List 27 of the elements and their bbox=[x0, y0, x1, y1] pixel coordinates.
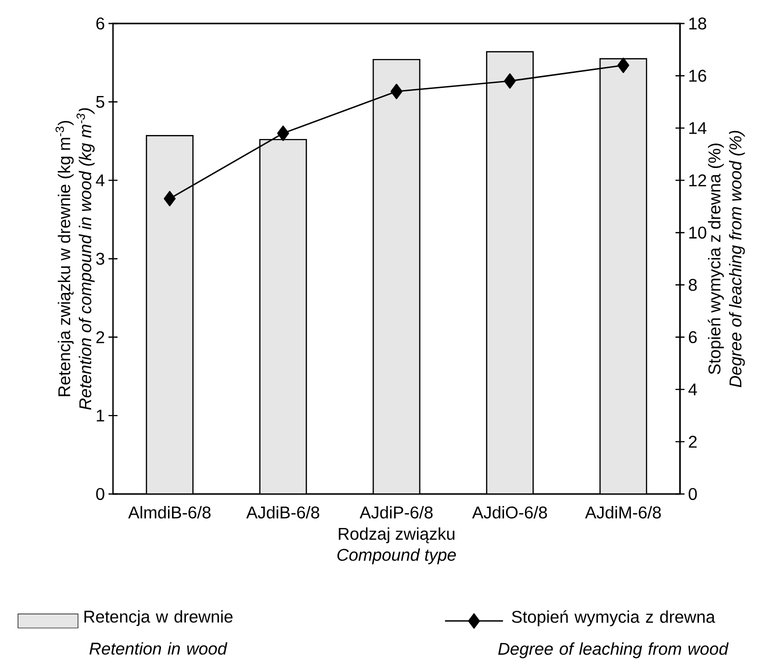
y2-tick-label: 2 bbox=[688, 436, 697, 448]
y-tick-label: 0 bbox=[96, 488, 104, 500]
y-tick-label: 5 bbox=[96, 96, 104, 108]
y2-tick-label: 0 bbox=[688, 488, 697, 500]
x-tick-label: AlmdiB-6/8 bbox=[128, 506, 211, 519]
y2-tick-label: 4 bbox=[688, 384, 697, 396]
x-tick-label: AJdiM-6/8 bbox=[585, 506, 661, 519]
y-tick-label: 4 bbox=[96, 174, 104, 186]
y-tick-label: 1 bbox=[96, 410, 104, 422]
y-tick-label: 3 bbox=[96, 252, 104, 265]
x-tick-label: AJdiO-6/8 bbox=[472, 506, 547, 519]
y2-tick-label: 18 bbox=[689, 17, 706, 30]
y-tick-label: 6 bbox=[96, 17, 104, 30]
y2-tick-label: 10 bbox=[689, 226, 706, 239]
y2-tick-label: 16 bbox=[689, 70, 706, 82]
x-tick-label: AJdiB-6/8 bbox=[246, 506, 320, 519]
y2-tick-label: 8 bbox=[688, 278, 697, 291]
legend-label: Stopień wymycia z drewna Degree of leaching from wood bbox=[498, 610, 729, 658]
x-axis-title: Rodzaj związku Compound type bbox=[337, 527, 456, 564]
y2-axis-title: Stopień wymycia z drewna (%) Degree of leaching from wood (%) bbox=[708, 130, 745, 388]
y2-tick-label: 14 bbox=[689, 122, 706, 134]
y-tick-label: 2 bbox=[96, 331, 104, 344]
legend-label: Retencja w drewnie Retention in wood bbox=[84, 610, 233, 655]
text: Retencja związku w drewnie (kg m$^{-3}$) Retention of compound in wood (kg m$^{-3}$) bbox=[56, 108, 95, 410]
y2-tick-label: 6 bbox=[688, 331, 697, 344]
x-tick-label: AJdiP-6/8 bbox=[360, 506, 433, 519]
y2-tick-label: 12 bbox=[689, 174, 706, 186]
